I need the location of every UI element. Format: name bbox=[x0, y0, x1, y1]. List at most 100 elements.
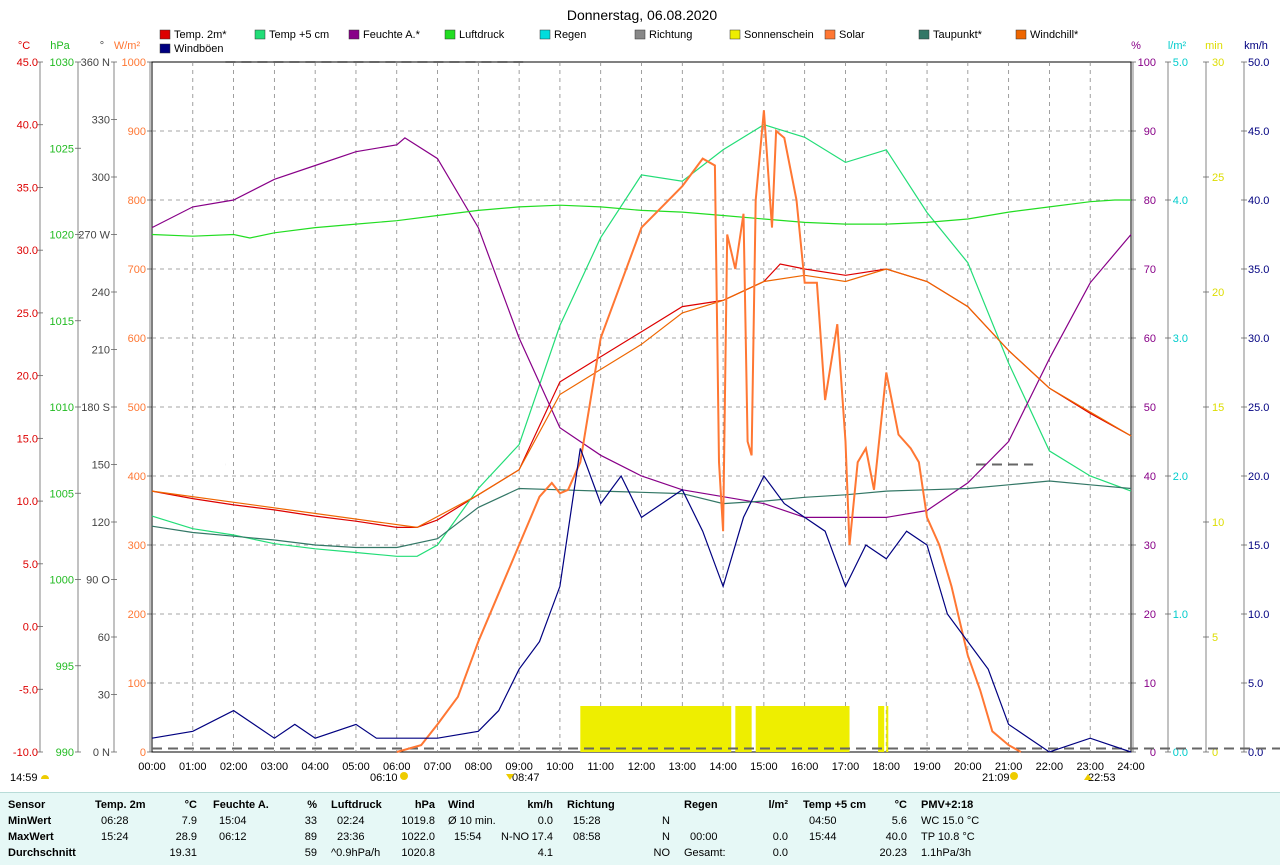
moonset-label: 08:47 bbox=[512, 772, 540, 784]
time-tick-label: 05:00 bbox=[342, 761, 370, 773]
direction-tick-label: 60 bbox=[98, 632, 110, 644]
solar-tick-label: 100 bbox=[128, 678, 146, 690]
pressure-tick-label: 1000 bbox=[50, 575, 74, 587]
temp-tick-label: 35.0 bbox=[17, 182, 38, 194]
weather-chart: Donnerstag, 06.08.2020 Temp. 2m* Windböen… bbox=[10, 7, 1280, 784]
temp-tick-label: -5.0 bbox=[19, 684, 38, 696]
temp-tick-label: 10.0 bbox=[17, 496, 38, 508]
direction-unit: ° bbox=[100, 40, 104, 52]
time-tick-label: 03:00 bbox=[261, 761, 289, 773]
legend-label: Temp. 2m* bbox=[174, 29, 227, 41]
sunrise-label: 06:10 bbox=[370, 772, 398, 784]
direction-tick-label: 240 bbox=[92, 287, 110, 299]
time-tick-label: 17:00 bbox=[832, 761, 860, 773]
time-tick-label: 21:00 bbox=[995, 761, 1023, 773]
humidity-tick-label: 0 bbox=[1150, 747, 1156, 759]
sun-moon-markers: 14:59 06:10 08:47 21:09 22:53 bbox=[10, 772, 1116, 784]
time-tick-label: 04:00 bbox=[301, 761, 329, 773]
sunshine-tick-label: 30 bbox=[1212, 57, 1224, 69]
wind-tick-label: 30.0 bbox=[1248, 333, 1269, 345]
temp-tick-label: -10.0 bbox=[13, 747, 38, 759]
sunshine-block bbox=[580, 706, 732, 752]
series-line bbox=[151, 199, 1131, 239]
time-tick-label: 15:00 bbox=[750, 761, 778, 773]
sunrise-icon bbox=[400, 772, 408, 780]
legend-label: Feuchte A.* bbox=[363, 29, 421, 41]
time-tick-label: 01:00 bbox=[179, 761, 207, 773]
legend: Temp. 2m* Windböen Temp +5 cm Feuchte A.* Lu… bbox=[159, 29, 1079, 55]
sunshine-tick-label: 20 bbox=[1212, 287, 1224, 299]
wind-tick-label: 10.0 bbox=[1248, 609, 1269, 621]
direction-tick-label: 270 W bbox=[78, 230, 110, 242]
legend-swatch bbox=[824, 29, 836, 40]
humidity-tick-label: 100 bbox=[1138, 57, 1156, 69]
direction-tick-label: 360 N bbox=[81, 57, 110, 69]
humidity-tick-label: 50 bbox=[1144, 402, 1156, 414]
axes: 45.0 40.0 35.0 30.0 25.0 20.0 15.0 10.0 5.0 0.0 -5… bbox=[13, 40, 1270, 773]
wind-tick-label: 45.0 bbox=[1248, 126, 1269, 138]
chart-title: Donnerstag, 06.08.2020 bbox=[567, 7, 717, 23]
wind-tick-label: 0.0 bbox=[1248, 747, 1263, 759]
sunshine-unit: min bbox=[1205, 40, 1223, 52]
sunset-label: 21:09 bbox=[982, 772, 1010, 784]
series-line bbox=[151, 268, 1132, 529]
humidity-tick-label: 90 bbox=[1144, 126, 1156, 138]
solar-tick-label: 1000 bbox=[122, 57, 146, 69]
temp-tick-label: 15.0 bbox=[17, 433, 38, 445]
series-line bbox=[151, 448, 1132, 753]
time-tick-label: 23:00 bbox=[1076, 761, 1104, 773]
time-tick-label: 10:00 bbox=[546, 761, 574, 773]
wind-unit: km/h bbox=[1244, 40, 1268, 52]
sensor-col: Sensor MinWert MaxWert Durchschnitt bbox=[8, 799, 76, 859]
direction-tick-label: 0 N bbox=[93, 747, 110, 759]
legend-label: Windchill* bbox=[1030, 29, 1079, 41]
rain-tick-label: 5.0 bbox=[1173, 57, 1188, 69]
temp-tick-label: 20.0 bbox=[17, 371, 38, 383]
temp-unit: °C bbox=[18, 40, 30, 52]
legend-label: Luftdruck bbox=[459, 29, 505, 41]
time-tick-label: 20:00 bbox=[954, 761, 982, 773]
time-tick-label: 24:00 bbox=[1117, 761, 1145, 773]
pressure-tick-label: 1020 bbox=[50, 230, 74, 242]
pressure-tick-label: 1005 bbox=[50, 488, 74, 500]
direction-tick-label: 210 bbox=[92, 345, 110, 357]
moonrise-label: 14:59 bbox=[10, 772, 38, 784]
series-line bbox=[396, 110, 1022, 753]
pressure-tick-label: 1010 bbox=[50, 402, 74, 414]
direction-col: Richtung 15:28 N 08:58 N NO bbox=[567, 799, 670, 859]
legend-label: Solar bbox=[839, 29, 865, 41]
legend-swatch bbox=[918, 29, 930, 40]
direction-tick-label: 300 bbox=[92, 172, 110, 184]
solar-tick-label: 700 bbox=[128, 264, 146, 276]
time-tick-label: 09:00 bbox=[505, 761, 533, 773]
humidity-tick-label: 60 bbox=[1144, 333, 1156, 345]
wind-tick-label: 25.0 bbox=[1248, 402, 1269, 414]
pressure-tick-label: 990 bbox=[56, 747, 74, 759]
temp2m-col: Temp. 2m °C 06:28 7.9 15:24 28.9 19.31 bbox=[95, 799, 197, 859]
humidity-tick-label: 40 bbox=[1144, 471, 1156, 483]
pressure-unit: hPa bbox=[50, 40, 70, 52]
legend-swatch bbox=[254, 29, 266, 40]
series-line bbox=[151, 137, 1132, 519]
temp-tick-label: 5.0 bbox=[23, 559, 38, 571]
rain-tick-label: 3.0 bbox=[1173, 333, 1188, 345]
wind-tick-label: 5.0 bbox=[1248, 678, 1263, 690]
legend-label: Richtung bbox=[649, 29, 692, 41]
legend-swatch bbox=[729, 29, 741, 40]
humidity-tick-label: 30 bbox=[1144, 540, 1156, 552]
legend-swatch bbox=[444, 29, 456, 40]
temp-tick-label: 0.0 bbox=[23, 622, 38, 634]
sunshine-block bbox=[878, 706, 885, 752]
legend-label: Taupunkt* bbox=[933, 29, 983, 41]
direction-tick-label: 330 bbox=[92, 115, 110, 127]
humidity-tick-label: 10 bbox=[1144, 678, 1156, 690]
legend-swatch bbox=[159, 29, 171, 40]
humidity-tick-label: 20 bbox=[1144, 609, 1156, 621]
series-line bbox=[151, 480, 1132, 549]
humidity-tick-label: 80 bbox=[1144, 195, 1156, 207]
temp-tick-label: 30.0 bbox=[17, 245, 38, 257]
time-tick-label: 18:00 bbox=[872, 761, 900, 773]
time-tick-label: 12:00 bbox=[628, 761, 656, 773]
solar-tick-label: 500 bbox=[128, 402, 146, 414]
sunshine-tick-label: 15 bbox=[1212, 402, 1224, 414]
